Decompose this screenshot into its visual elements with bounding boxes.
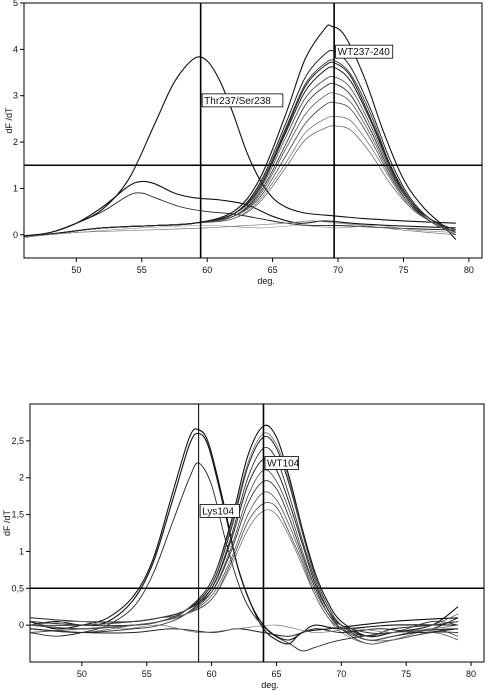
x-tick-label: 80 bbox=[464, 265, 474, 275]
series-group bbox=[24, 24, 457, 240]
series-line-5 bbox=[24, 49, 457, 238]
annotation-box-1 bbox=[201, 93, 284, 108]
y-tick-label: 3 bbox=[13, 91, 18, 101]
annotation-box-1 bbox=[199, 503, 240, 518]
x-tick-label: 70 bbox=[336, 669, 346, 679]
series-line-11 bbox=[30, 501, 459, 637]
y-tick-label: 1,5 bbox=[11, 510, 24, 520]
series-line-1 bbox=[30, 428, 459, 641]
series-line-14 bbox=[24, 61, 457, 238]
y-tick-label: 0 bbox=[19, 620, 24, 630]
x-tick-label: 75 bbox=[398, 265, 408, 275]
series-line-16 bbox=[24, 225, 456, 238]
x-tick-label: 75 bbox=[401, 669, 411, 679]
x-tick-label: 50 bbox=[71, 265, 81, 275]
y-tick-label: 1 bbox=[19, 546, 24, 556]
x-tick-label: 60 bbox=[207, 669, 217, 679]
y-tick-label: 2 bbox=[13, 137, 18, 147]
series-line-5 bbox=[30, 435, 459, 641]
x-tick-label: 70 bbox=[333, 265, 343, 275]
chart-panel-1: 50 55 60 65 70 75 80 0 1 2 3 4 5 deg. dF /dT Thr237/Ser… bbox=[4, 0, 483, 286]
plot-frame bbox=[23, 2, 483, 259]
series-line-3 bbox=[24, 192, 456, 238]
plot-frame bbox=[29, 403, 485, 663]
annotation-box-2 bbox=[335, 44, 394, 59]
y-tick-label: 2 bbox=[19, 473, 24, 483]
x-axis-label: deg. bbox=[261, 680, 279, 690]
x-tick-label: 65 bbox=[271, 669, 281, 679]
x-tick-label: 60 bbox=[202, 265, 212, 275]
y-tick-label: 1 bbox=[13, 183, 18, 193]
annotation-label-1: Lys104 bbox=[202, 506, 234, 517]
series-line-15 bbox=[30, 621, 459, 633]
x-tick-label: 55 bbox=[137, 265, 147, 275]
annotation-label-1: Thr237/Ser238 bbox=[204, 96, 271, 107]
x-tick-label: 50 bbox=[77, 669, 87, 679]
x-axis-label: deg. bbox=[257, 276, 275, 286]
y-tick-label: 2,5 bbox=[11, 436, 24, 446]
x-tick-label: 55 bbox=[142, 669, 152, 679]
y-tick-label: 5 bbox=[13, 0, 18, 8]
x-tick-label: 65 bbox=[268, 265, 278, 275]
series-line-7 bbox=[30, 458, 459, 637]
series-line-2 bbox=[30, 432, 459, 645]
annotation-label-2: WT237-240 bbox=[338, 47, 391, 58]
annotation-box-2 bbox=[264, 456, 299, 470]
y-tick-label: 4 bbox=[13, 44, 18, 54]
series-line-1 bbox=[24, 56, 456, 237]
series-group bbox=[30, 424, 459, 652]
y-axis-label: dF /dT bbox=[2, 509, 12, 536]
chart-panel-2: 50 55 60 65 70 75 80 0 0,5 1 1,5 2 2,5 deg. dF /dT Lys1… bbox=[2, 403, 485, 690]
y-axis-label: dF /dT bbox=[4, 107, 14, 134]
y-tick-label: 0,5 bbox=[11, 583, 24, 593]
series-line-15 bbox=[24, 220, 456, 238]
y-tick-label: 0 bbox=[13, 230, 18, 240]
x-tick-label: 80 bbox=[466, 669, 476, 679]
series-line-9 bbox=[30, 480, 459, 635]
series-line-13 bbox=[30, 432, 459, 641]
annotation-label-2: WT104 bbox=[267, 458, 300, 469]
